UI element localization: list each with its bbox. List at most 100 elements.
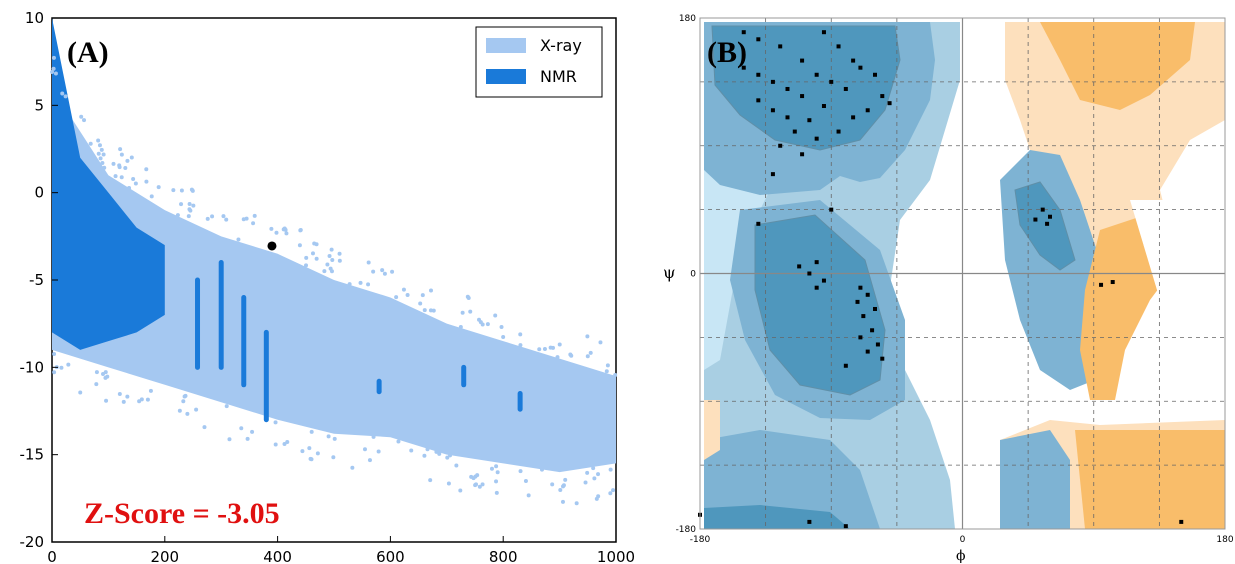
region-gly-core-bottom-right [1075,430,1225,529]
xray-point [125,394,130,399]
xray-point [148,388,153,393]
xray-point [205,216,210,221]
xray-point [551,345,556,350]
xray-point [171,188,176,193]
xray-point [119,175,124,180]
xray-point [396,439,401,444]
residue-point [756,37,761,42]
xray-point [458,325,463,330]
xray-point [309,457,314,462]
xray-point [425,447,430,452]
xray-point [98,156,103,161]
xray-point [537,347,542,352]
xray-point [501,334,506,339]
xray-point [611,488,616,493]
xray-point [477,484,482,489]
xray-point [542,346,547,351]
xray-point [53,71,58,76]
legend-xray-label: X-ray [540,36,582,55]
residue-point [865,349,870,354]
xray-point [273,442,278,447]
xray-point [596,472,601,477]
xray-point [121,399,126,404]
xray-point [101,152,106,157]
residue-point [873,72,877,77]
phi-tick-label: 180 [1216,535,1233,545]
xray-point [127,185,132,190]
xray-point [382,271,387,276]
xray-point [245,436,250,441]
residue-point [778,143,783,148]
xray-point [358,280,363,285]
xray-point [493,313,498,318]
psi-tick-label: 0 [690,270,696,280]
xray-point [144,179,149,184]
xray-point [431,308,436,313]
xray-point [474,482,479,487]
xray-point [133,181,138,186]
z-score-annotation: Z-Score = -3.05 [84,497,280,530]
legend-nmr-swatch [486,69,526,84]
xray-point [337,251,342,256]
panel-a-z-score-plot: 0 200 400 600 800 1000 10 5 0 -5 -10 -15 -20 (A) Z-… [20,9,636,564]
xray-point [322,269,327,274]
xray-point [485,322,490,327]
xray-point [371,434,376,439]
xray-point [252,213,257,218]
residue-point [741,30,746,35]
xray-point [371,269,376,274]
xray-point [224,404,229,409]
xray-point [60,91,65,96]
panel-a-label: (A) [67,36,109,69]
xray-point [405,293,410,298]
psi-axis-label: ψ [663,263,676,282]
residue-point [880,94,885,99]
residue-point [741,65,746,70]
residue-point [1099,282,1104,287]
xray-point [304,263,309,268]
residue-point [836,44,841,49]
series-band-xray [52,87,616,473]
region-allowed-bottom-right [1000,430,1070,529]
x-tick-label: 200 [150,548,179,564]
xray-point [99,147,104,152]
panel-b-ramachandran-plot: -180 0 180 180 0 -180 (B) ψ ϕ [663,14,1234,564]
xray-point [330,258,335,263]
xray-point [613,373,618,378]
xray-point [422,308,427,313]
region-empty-right [1130,200,1225,330]
residue-point [807,118,812,123]
y-tick-label: 0 [34,184,44,202]
x-tick-label: 0 [47,548,57,564]
residue-point [814,285,819,290]
residue-point [843,363,848,368]
xray-point [401,287,406,292]
x-tick-label: 1000 [597,548,635,564]
residue-point [797,264,802,269]
xray-point [181,399,186,404]
panel-b-frame [699,17,1226,530]
xray-point [350,465,355,470]
x-tick-label: 400 [263,548,292,564]
residue-point [785,86,790,91]
region-allowed-bottom [704,430,880,529]
xray-point [326,434,331,439]
phi-tick-label: -180 [690,535,711,545]
xray-point [585,354,590,359]
xray-point [139,397,144,402]
xray-point [63,94,68,99]
xray-point [111,161,116,166]
residue-point [829,207,834,212]
xray-point [494,464,499,469]
residue-point [770,108,775,113]
x-tick-label: 800 [489,548,518,564]
residue-point [756,221,761,226]
xray-point [329,247,334,252]
xray-point [251,221,256,226]
residue-point [1048,214,1052,219]
xray-point [145,397,150,402]
residue-point [814,136,819,141]
residue-point [778,44,783,49]
xray-point [104,398,109,403]
xray-point [469,474,474,479]
